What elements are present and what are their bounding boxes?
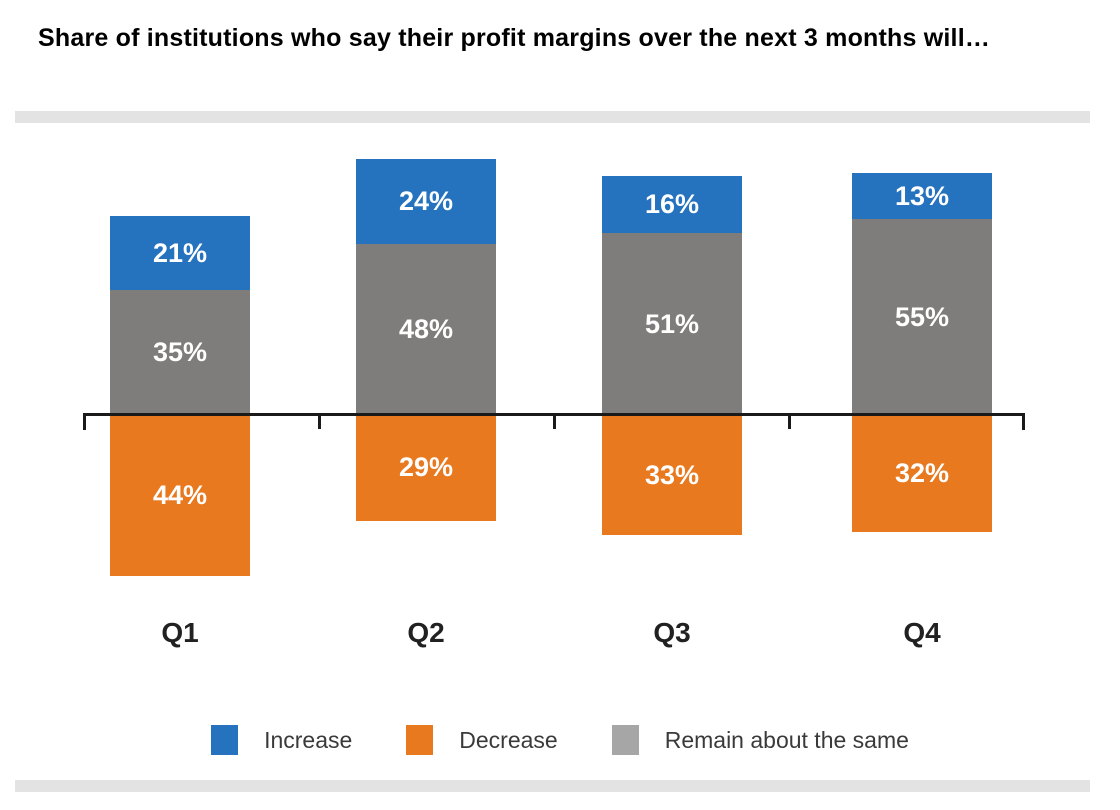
bar-segment-remain-about-the-same-q3: 51% (602, 233, 742, 415)
bar-segment-decrease-q2: 29% (356, 415, 496, 521)
bar-segment-decrease-q4: 32% (852, 415, 992, 532)
chart-title: Share of institutions who say their prof… (38, 24, 991, 52)
bar-segment-label: 32% (894, 457, 950, 488)
bar-segment-increase-q4: 13% (852, 172, 992, 220)
top-divider (15, 111, 1090, 123)
bar-segment-label: 51% (644, 308, 700, 339)
bar-segment-label: 29% (398, 452, 454, 483)
legend: Increase Decrease Remain about the same (0, 720, 1120, 760)
axis-tick (788, 416, 791, 429)
bar-segment-label: 13% (894, 180, 950, 211)
bar-segment-label: 33% (644, 459, 700, 490)
bar-segment-label: 44% (152, 479, 208, 510)
bottom-divider (15, 780, 1090, 792)
category-label-q3: Q3 (653, 617, 691, 648)
bar-segment-remain-about-the-same-q1: 35% (110, 290, 250, 415)
bar-segment-decrease-q3: 33% (602, 415, 742, 536)
bar-segment-label: 21% (152, 237, 208, 268)
bar-segment-increase-q2: 24% (356, 158, 496, 245)
category-label-q4: Q4 (903, 617, 941, 648)
bar-segment-label: 55% (894, 301, 950, 332)
legend-item-increase: Increase (211, 725, 352, 755)
bar-segment-increase-q3: 16% (602, 176, 742, 234)
legend-label: Increase (264, 726, 353, 753)
bar-segment-remain-about-the-same-q4: 55% (852, 219, 992, 415)
bar-segment-remain-about-the-same-q2: 48% (356, 244, 496, 415)
legend-item-decrease: Decrease (406, 725, 558, 755)
axis-tick (83, 413, 86, 430)
axis-line (83, 413, 1025, 416)
axis-tick (553, 416, 556, 429)
axis-tick (1022, 413, 1025, 430)
category-label-q1: Q1 (161, 617, 199, 648)
legend-swatch-increase (211, 725, 239, 755)
legend-label: Remain about the same (664, 726, 909, 753)
legend-swatch-remain-about-the-same (611, 725, 639, 755)
legend-item-remain-about-the-same: Remain about the same (611, 725, 909, 755)
legend-label: Decrease (459, 726, 558, 753)
legend-swatch-decrease (406, 725, 434, 755)
bar-segment-increase-q1: 21% (110, 215, 250, 291)
axis-tick (318, 416, 321, 429)
bar-segment-decrease-q1: 44% (110, 415, 250, 576)
bar-segment-label: 48% (398, 314, 454, 345)
category-label-q2: Q2 (407, 617, 445, 648)
bar-segment-label: 24% (398, 185, 454, 216)
bar-segment-label: 35% (152, 337, 208, 368)
bar-segment-label: 16% (644, 189, 700, 220)
